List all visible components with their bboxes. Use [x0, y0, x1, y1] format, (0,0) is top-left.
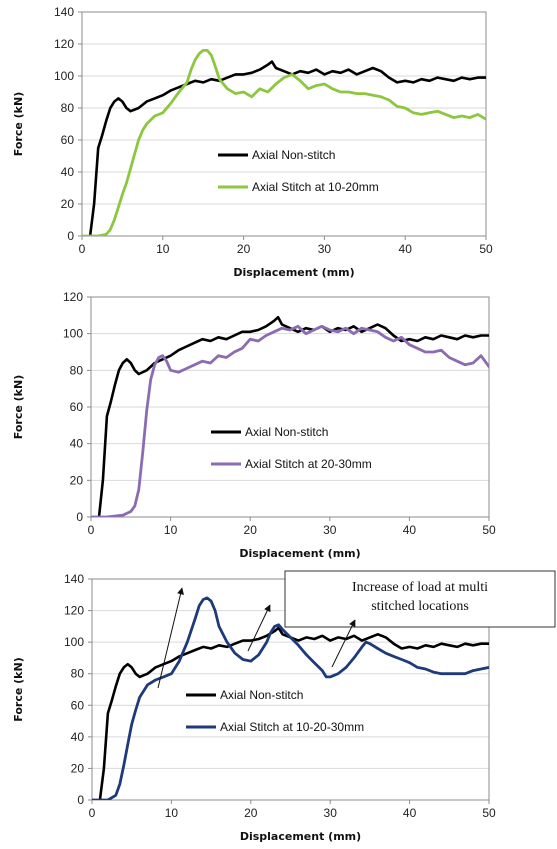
callout-text: Increase of load at multi [352, 580, 488, 595]
y-tick-label: 60 [71, 698, 85, 712]
chart-3: 0 20 40 60 80 100 120 140 0 10 20 30 40 50 Displacemen… [12, 570, 556, 843]
x-tick-label: 40 [403, 523, 417, 537]
x-tick-label: 10 [165, 806, 179, 820]
x-tick-label: 20 [237, 242, 251, 256]
y-tick-label: 0 [77, 793, 84, 807]
series-line-non-stitch [98, 626, 489, 800]
y-tick-label: 40 [70, 437, 84, 451]
x-axis-label: Displacement (mm) [240, 830, 361, 843]
y-tick-label: 120 [63, 290, 83, 304]
plot-area-frame [81, 11, 487, 237]
y-tick-label: 80 [71, 667, 85, 681]
x-tick-label: 0 [88, 523, 95, 537]
y-axis-label: Force (kN) [12, 657, 25, 721]
y-tick-label: 0 [76, 510, 83, 524]
y-tick-label: 20 [61, 197, 75, 211]
y-tick-label: 80 [70, 363, 84, 377]
y-tick-label: 100 [63, 327, 83, 341]
y-tick-label: 120 [64, 604, 84, 618]
x-tick-label: 50 [479, 242, 493, 256]
y-tick-label: 100 [64, 635, 84, 649]
x-axis-label: Displacement (mm) [239, 547, 360, 560]
chart-1: 0 20 40 60 80 100 120 140 0 10 20 30 40 50 Displacemen… [12, 5, 493, 279]
x-tick-label: 30 [323, 523, 337, 537]
y-axis-label: Force (kN) [12, 375, 25, 439]
x-axis-label: Displacement (mm) [233, 266, 354, 279]
x-tick-label: 50 [482, 523, 496, 537]
y-tick-label: 20 [70, 473, 84, 487]
x-tick-label: 40 [403, 806, 417, 820]
legend-label: Axial Stitch at 20-30mm [245, 457, 372, 471]
series-line-non-stitch [88, 60, 486, 236]
callout-arrow [331, 619, 356, 668]
y-tick-label: 100 [54, 69, 74, 83]
y-tick-label: 140 [54, 5, 74, 19]
series-line-stitch [91, 324, 489, 517]
legend-label: Axial Non-stitch [220, 688, 303, 702]
callout-box [284, 570, 556, 628]
x-tick-label: 10 [164, 523, 178, 537]
y-tick-label: 80 [61, 101, 75, 115]
legend-label: Axial Stitch at 10-20-30mm [220, 720, 364, 734]
callout-arrow [157, 587, 184, 689]
x-tick-label: 20 [244, 806, 258, 820]
callout-text: stitched locations [371, 599, 469, 614]
legend-label: Axial Stitch at 10-20mm [252, 180, 379, 194]
y-axis-label: Force (kN) [12, 92, 25, 156]
x-tick-label: 30 [324, 806, 338, 820]
y-tick-label: 120 [54, 37, 74, 51]
x-tick-label: 50 [482, 806, 496, 820]
y-tick-label: 40 [61, 165, 75, 179]
y-tick-label: 40 [71, 730, 85, 744]
y-tick-label: 140 [64, 572, 84, 586]
legend-label: Axial Non-stitch [245, 425, 328, 439]
x-tick-label: 40 [399, 242, 413, 256]
y-tick-label: 20 [71, 761, 85, 775]
x-tick-label: 10 [156, 242, 170, 256]
y-tick-label: 60 [61, 133, 75, 147]
series-line-stitch [92, 596, 489, 800]
legend-label: Axial Non-stitch [252, 148, 335, 162]
series-line-stitch [82, 49, 486, 236]
x-tick-label: 0 [89, 806, 96, 820]
chart-2: 0 20 40 60 80 100 120 0 10 20 30 40 50 Displacement (… [12, 290, 496, 560]
y-tick-label: 60 [70, 400, 84, 414]
x-tick-label: 20 [244, 523, 258, 537]
series-line-non-stitch [97, 315, 489, 517]
callout-arrow [247, 604, 271, 652]
x-tick-label: 30 [318, 242, 332, 256]
x-tick-label: 0 [79, 242, 86, 256]
y-tick-label: 0 [67, 229, 74, 243]
